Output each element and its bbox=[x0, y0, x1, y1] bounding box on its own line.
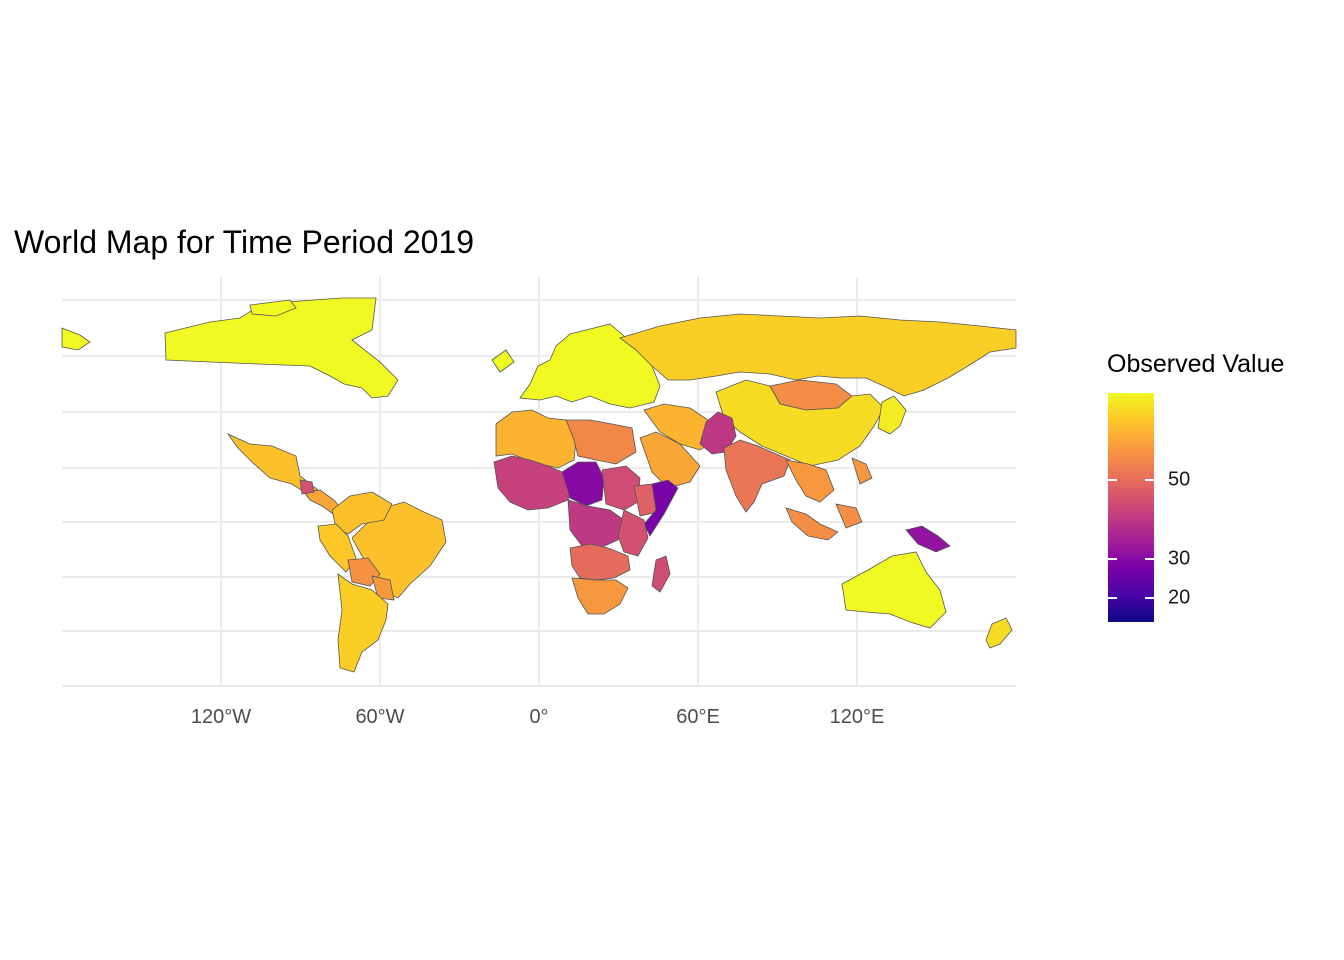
country-angola-zambia bbox=[569, 543, 631, 581]
country-new-zealand bbox=[985, 617, 1013, 649]
country-japan bbox=[877, 395, 907, 435]
country-afghanistan-pakistan bbox=[699, 411, 737, 455]
legend-tick-mark bbox=[1108, 478, 1117, 481]
country-united-states-greenland bbox=[61, 299, 297, 351]
country-somalia bbox=[643, 479, 679, 537]
x-tick-label: 120°E bbox=[829, 706, 885, 728]
legend-tick-mark bbox=[1145, 597, 1154, 600]
country-layer bbox=[61, 297, 1017, 673]
country-central-africa bbox=[567, 499, 625, 549]
country-southeast-asia bbox=[785, 457, 873, 503]
country-indonesia bbox=[785, 503, 863, 541]
country-china bbox=[715, 379, 885, 467]
country-north-africa bbox=[495, 409, 577, 469]
legend-tick-mark bbox=[1145, 557, 1154, 560]
legend-tick-mark bbox=[1108, 597, 1117, 600]
country-russia bbox=[619, 313, 1017, 397]
country-australia bbox=[841, 551, 947, 629]
legend-colorbar bbox=[1108, 393, 1154, 622]
country-papua-new-guinea bbox=[905, 525, 951, 553]
country-libya-egypt bbox=[565, 419, 637, 465]
legend-break-label: 50 bbox=[1168, 468, 1191, 491]
legend-tick-mark bbox=[1145, 478, 1154, 481]
country-paraguay bbox=[371, 575, 395, 601]
x-tick-label: 60°W bbox=[355, 706, 405, 728]
x-tick-label: 0° bbox=[529, 706, 549, 728]
country-southern-africa bbox=[571, 577, 629, 615]
country-madagascar bbox=[651, 555, 671, 593]
country-arabian-peninsula bbox=[639, 431, 701, 489]
country-india bbox=[723, 439, 791, 513]
legend-break-label: 30 bbox=[1168, 547, 1191, 570]
country-brazil bbox=[351, 501, 447, 599]
country-east-africa bbox=[617, 509, 649, 557]
x-tick-label: 60°E bbox=[676, 706, 720, 728]
country-chad-niger bbox=[561, 461, 605, 507]
legend-title: Observed Value bbox=[1107, 350, 1285, 378]
x-tick-label: 120°W bbox=[190, 706, 252, 728]
chart-title: World Map for Time Period 2019 bbox=[14, 224, 475, 260]
country-guatemala bbox=[299, 479, 315, 495]
legend-break-label: 20 bbox=[1168, 586, 1191, 609]
legend-tick-mark bbox=[1108, 557, 1117, 560]
country-argentina-chile bbox=[337, 573, 389, 673]
